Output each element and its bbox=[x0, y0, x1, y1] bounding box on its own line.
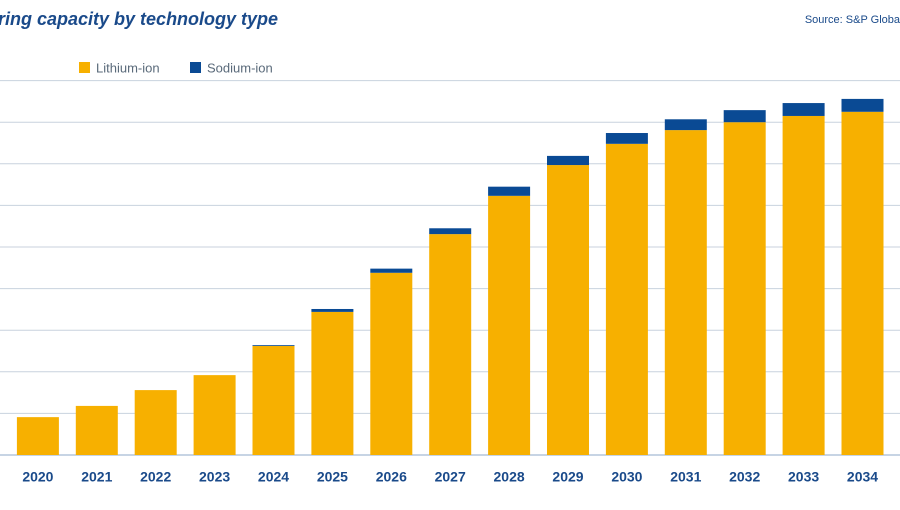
x-tick-label: 2030 bbox=[611, 469, 642, 485]
legend-label: Sodium-ion bbox=[207, 60, 273, 75]
bar bbox=[841, 111, 884, 456]
bar bbox=[547, 155, 589, 166]
x-tick-label: 2027 bbox=[435, 469, 466, 485]
legend-swatch bbox=[190, 62, 201, 73]
bar bbox=[311, 308, 354, 312]
x-tick-label: 2032 bbox=[729, 469, 760, 485]
x-tick-label: 2023 bbox=[199, 469, 230, 485]
x-tick-label: 2025 bbox=[317, 469, 348, 485]
bar bbox=[723, 110, 766, 123]
bar bbox=[252, 345, 295, 347]
bar bbox=[488, 195, 531, 455]
bar bbox=[605, 133, 648, 144]
bar bbox=[252, 346, 295, 455]
bar bbox=[547, 165, 589, 455]
bar bbox=[370, 272, 413, 455]
chart-title: ring capacity by technology type bbox=[0, 9, 278, 29]
bar bbox=[311, 311, 354, 455]
bar bbox=[664, 130, 707, 455]
bar bbox=[370, 268, 413, 273]
bar bbox=[134, 390, 177, 455]
bar bbox=[429, 234, 472, 455]
x-tick-label: 2029 bbox=[552, 469, 583, 485]
x-tick-label: 2034 bbox=[847, 469, 878, 485]
bar bbox=[782, 103, 825, 116]
x-tick-label: 2022 bbox=[140, 469, 171, 485]
bar bbox=[75, 405, 118, 455]
bar bbox=[723, 122, 766, 455]
bar bbox=[841, 98, 884, 112]
bar bbox=[16, 417, 59, 455]
x-tick-label: 2020 bbox=[22, 469, 53, 485]
bar bbox=[429, 228, 472, 235]
legend-label: Lithium-ion bbox=[96, 60, 160, 75]
x-tick-label: 2031 bbox=[670, 469, 701, 485]
bar bbox=[193, 375, 236, 455]
bar bbox=[664, 119, 707, 131]
x-tick-label: 2028 bbox=[494, 469, 525, 485]
x-tick-label: 2021 bbox=[81, 469, 112, 485]
x-tick-label: 2033 bbox=[788, 469, 819, 485]
legend-swatch bbox=[79, 62, 90, 73]
x-tick-label: 2026 bbox=[376, 469, 407, 485]
source: Source: S&P Globa bbox=[805, 14, 900, 26]
bar bbox=[605, 143, 648, 455]
bar bbox=[782, 115, 825, 456]
bar bbox=[488, 186, 531, 196]
x-tick-label: 2024 bbox=[258, 469, 289, 485]
